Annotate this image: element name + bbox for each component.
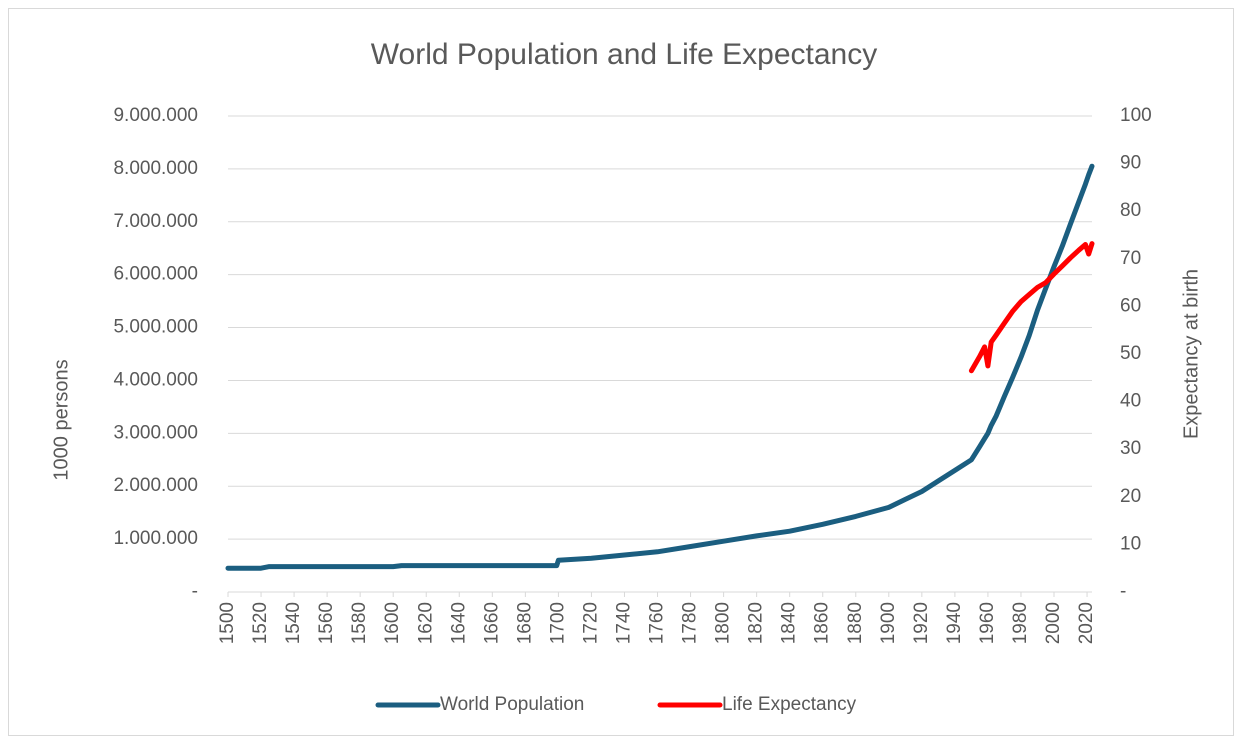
x-tick-label: 2000	[1043, 602, 1064, 644]
x-tick-label: 1620	[415, 602, 436, 644]
x-tick-label: 1540	[283, 602, 304, 644]
y-tick-label: 8.000.000	[113, 158, 198, 179]
x-tick-label: 1960	[977, 602, 998, 644]
y-tick-label: -	[192, 581, 198, 602]
y-tick-label: 4.000.000	[113, 369, 198, 390]
y2-tick-label: 100	[1120, 105, 1152, 126]
y2-tick-label: 10	[1120, 533, 1141, 554]
y2-tick-label: 70	[1120, 248, 1141, 269]
x-tick-label: 1880	[845, 602, 866, 644]
y2-tick-label: 20	[1120, 486, 1141, 507]
y2-tick-label: 80	[1120, 200, 1141, 221]
x-tick-label: 1580	[349, 602, 370, 644]
y2-tick-label: 60	[1120, 295, 1141, 316]
x-tick-label: 1640	[448, 602, 469, 644]
chart-title: World Population and Life Expectancy	[371, 38, 877, 71]
x-tick-label: 1920	[911, 602, 932, 644]
y2-axis-title: Expectancy at birth	[1180, 269, 1202, 439]
y2-tick-label: 90	[1120, 153, 1141, 174]
y2-tick-label: -	[1120, 581, 1126, 602]
x-tick-label: 1520	[250, 602, 271, 644]
x-tick-label: 1760	[647, 602, 668, 644]
legend-label: Life Expectancy	[722, 694, 857, 715]
y-tick-label: 6.000.000	[113, 264, 198, 285]
y2-tick-label: 30	[1120, 438, 1141, 459]
x-tick-label: 1660	[481, 602, 502, 644]
x-tick-label: 1720	[580, 602, 601, 644]
y-tick-label: 5.000.000	[113, 317, 198, 338]
y-tick-label: 3.000.000	[113, 422, 198, 443]
x-tick-label: 1940	[944, 602, 965, 644]
y2-tick-label: 40	[1120, 391, 1141, 412]
x-tick-label: 1820	[746, 602, 767, 644]
chart-border	[8, 8, 1234, 736]
x-tick-label: 1840	[779, 602, 800, 644]
y-tick-label: 9.000.000	[113, 105, 198, 126]
x-tick-label: 1680	[514, 602, 535, 644]
y-tick-label: 1.000.000	[113, 528, 198, 549]
x-tick-label: 1600	[382, 602, 403, 644]
x-tick-label: 1800	[713, 602, 734, 644]
x-tick-label: 1900	[878, 602, 899, 644]
x-tick-label: 1700	[547, 602, 568, 644]
x-tick-label: 1740	[613, 602, 634, 644]
legend-label: World Population	[440, 694, 584, 715]
series-line	[968, 241, 1095, 374]
y2-tick-label: 50	[1120, 343, 1141, 364]
x-tick-label: 2020	[1076, 602, 1097, 644]
x-tick-label: 1500	[217, 602, 238, 644]
x-tick-label: 1560	[316, 602, 337, 644]
x-tick-label: 1860	[812, 602, 833, 644]
x-tick-label: 1780	[680, 602, 701, 644]
x-tick-label: 1980	[1010, 602, 1031, 644]
y-axis-title: 1000 persons	[50, 359, 72, 480]
y-tick-label: 7.000.000	[113, 211, 198, 232]
y-tick-label: 2.000.000	[113, 475, 198, 496]
